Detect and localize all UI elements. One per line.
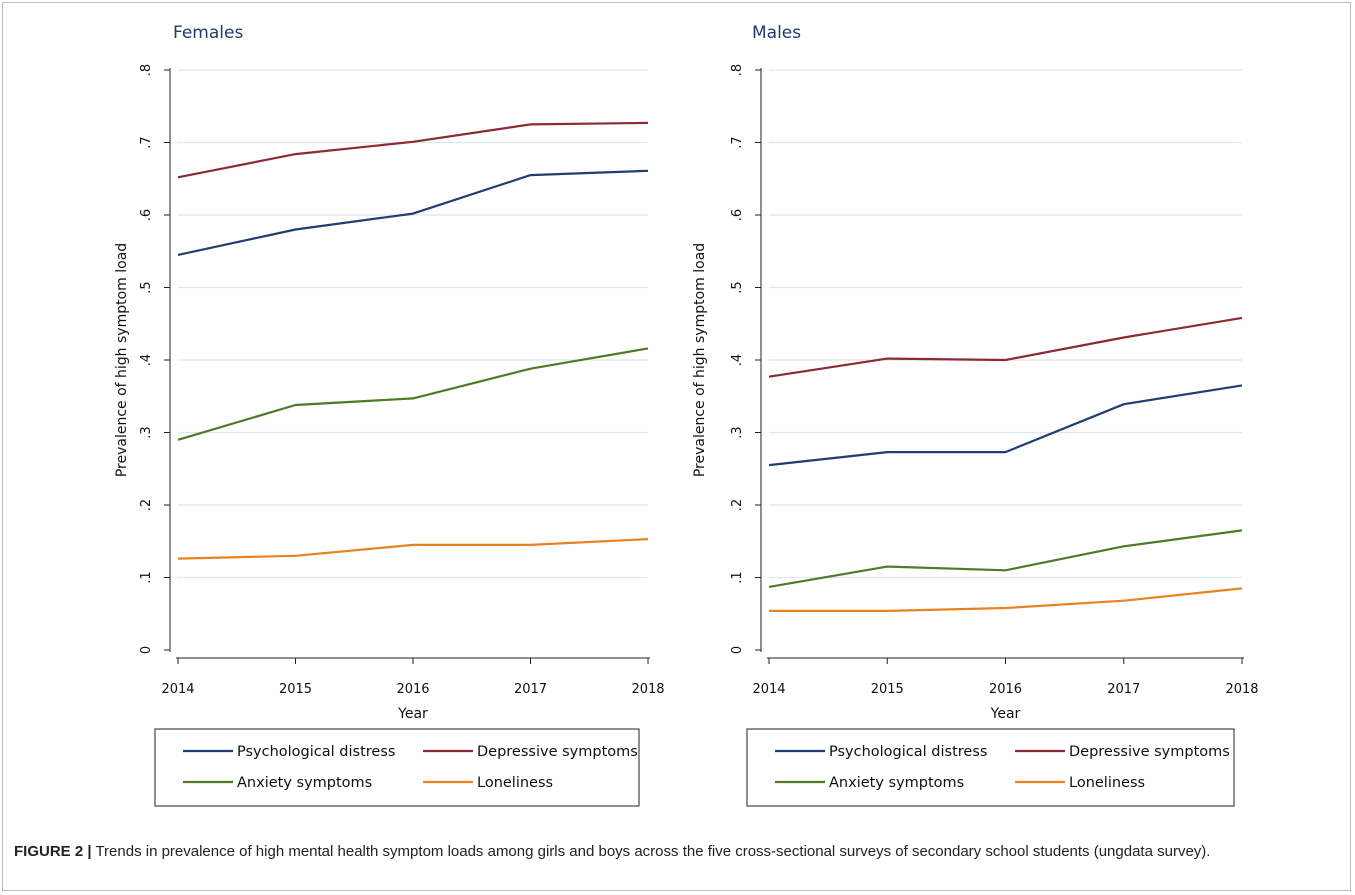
females-y-tick-label: .4 [139, 354, 154, 366]
females-x-tick-label: 2015 [279, 682, 312, 697]
males-panel: Males 0 .1 .2 .3 .4 .5 .6 .7 .8 2014 2015 2016 2017 20… [692, 23, 1259, 807]
males-y-tick-label: .2 [730, 499, 745, 511]
females-y-axis-label: Prevalence of high symptom load [114, 243, 130, 477]
males-y-tick-label: .4 [730, 354, 745, 366]
males-x-tick-label: 2018 [1225, 682, 1258, 697]
males-panel-title: Males [752, 23, 801, 43]
males-legend-label-anxiety-symptoms: Anxiety symptoms [829, 775, 964, 791]
figure-caption: FIGURE 2 | Trends in prevalence of high … [14, 842, 1339, 862]
males-y-tick-label: .7 [730, 136, 745, 148]
females-legend-label-anxiety-symptoms: Anxiety symptoms [237, 775, 372, 791]
males-series-line-loneliness [769, 587, 1243, 613]
males-x-tick-label: 2014 [752, 682, 785, 697]
males-y-tick-label: .6 [730, 209, 745, 221]
females-x-tick-label: 2018 [631, 682, 664, 697]
females-panel-title: Females [173, 23, 243, 43]
females-y-tick-label: .5 [139, 281, 154, 293]
males-y-axis-label: Prevalence of high symptom load [692, 243, 708, 477]
females-x-tick-label: 2014 [161, 682, 194, 697]
males-legend-label-loneliness: Loneliness [1069, 775, 1145, 791]
females-y-tick-label: .6 [139, 209, 154, 221]
figure-caption-label: FIGURE 2 | [14, 843, 92, 860]
females-series-line-anxiety-symptoms [177, 347, 649, 441]
males-legend-box [746, 728, 1235, 807]
males-y-tick-label: .8 [730, 64, 745, 76]
figure-caption-text: Trends in prevalence of high mental heal… [91, 843, 1211, 860]
figure-charts: Females 0 .1 .2 .3 .4 .5 .6 .7 .8 2014 2015 2016 2017… [114, 23, 1259, 807]
males-series-line-psychological-distress [768, 384, 1243, 467]
females-x-tick-label: 2017 [514, 682, 547, 697]
males-y-tick-label: .1 [730, 571, 745, 583]
females-legend-label-psychological-distress: Psychological distress [237, 744, 395, 760]
males-y-tick-label: .5 [730, 281, 745, 293]
females-y-tick-label: .3 [139, 426, 154, 438]
females-series-line-loneliness [177, 538, 649, 560]
females-legend-box [154, 728, 640, 807]
females-y-tick-label: 0 [139, 646, 154, 654]
females-y-tick-label: .8 [139, 64, 154, 76]
females-series-line-psychological-distress [177, 169, 649, 256]
males-x-axis-label: Year [990, 706, 1021, 722]
females-legend-label-depressive-symptoms: Depressive symptoms [477, 744, 638, 760]
males-y-tick-label: 0 [730, 646, 745, 654]
females-x-axis-label: Year [397, 706, 428, 722]
males-series-line-depressive-symptoms [768, 316, 1243, 378]
females-x-tick-label: 2016 [396, 682, 429, 697]
females-y-tick-label: .7 [139, 136, 154, 148]
males-legend-label-depressive-symptoms: Depressive symptoms [1069, 744, 1230, 760]
males-series-line-anxiety-symptoms [768, 529, 1243, 588]
females-legend-label-loneliness: Loneliness [477, 775, 553, 791]
males-y-tick-label: .3 [730, 426, 745, 438]
females-series-line-depressive-symptoms [177, 121, 649, 179]
males-x-tick-label: 2015 [871, 682, 904, 697]
females-y-tick-label: .2 [139, 499, 154, 511]
males-x-tick-label: 2016 [989, 682, 1022, 697]
males-legend-label-psychological-distress: Psychological distress [829, 744, 987, 760]
males-x-tick-label: 2017 [1107, 682, 1140, 697]
females-panel: Females 0 .1 .2 .3 .4 .5 .6 .7 .8 2014 2015 2016 2017… [114, 23, 665, 807]
females-y-tick-label: .1 [139, 571, 154, 583]
